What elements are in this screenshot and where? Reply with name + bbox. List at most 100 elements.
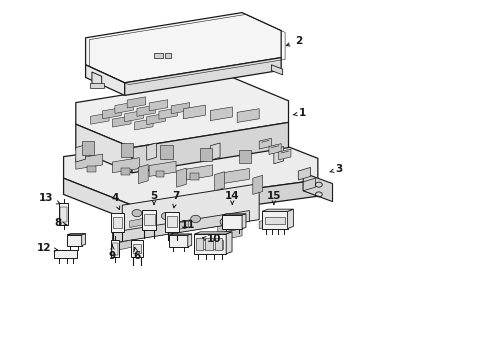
- Polygon shape: [85, 65, 124, 95]
- Polygon shape: [146, 143, 156, 160]
- Polygon shape: [169, 234, 191, 235]
- Polygon shape: [112, 116, 131, 127]
- Polygon shape: [129, 218, 144, 228]
- Polygon shape: [134, 119, 153, 130]
- Polygon shape: [133, 244, 141, 253]
- Polygon shape: [132, 122, 288, 173]
- Polygon shape: [111, 213, 123, 232]
- Polygon shape: [167, 216, 177, 227]
- Polygon shape: [194, 234, 225, 254]
- Polygon shape: [149, 161, 176, 176]
- Polygon shape: [127, 97, 145, 108]
- Polygon shape: [113, 217, 122, 228]
- Polygon shape: [76, 145, 85, 162]
- Polygon shape: [76, 77, 288, 148]
- Polygon shape: [146, 113, 165, 125]
- Text: 7: 7: [172, 191, 180, 208]
- Circle shape: [161, 212, 171, 220]
- Text: 14: 14: [224, 191, 239, 204]
- Bar: [195, 238, 203, 250]
- Text: 10: 10: [202, 234, 221, 244]
- Polygon shape: [262, 209, 293, 211]
- Text: 3: 3: [329, 164, 342, 174]
- Polygon shape: [131, 240, 143, 257]
- Polygon shape: [171, 234, 188, 245]
- Polygon shape: [76, 124, 132, 173]
- Text: 11: 11: [181, 220, 195, 230]
- Polygon shape: [242, 214, 245, 229]
- Polygon shape: [199, 148, 211, 161]
- Text: 12: 12: [37, 243, 58, 253]
- Polygon shape: [137, 105, 155, 116]
- Polygon shape: [225, 232, 232, 254]
- Polygon shape: [169, 235, 187, 247]
- Polygon shape: [262, 211, 287, 229]
- Polygon shape: [183, 105, 205, 119]
- Polygon shape: [102, 108, 121, 119]
- Polygon shape: [303, 173, 332, 202]
- Polygon shape: [149, 100, 167, 111]
- Polygon shape: [222, 168, 249, 184]
- Polygon shape: [259, 218, 276, 229]
- Text: 6: 6: [133, 247, 140, 261]
- Polygon shape: [117, 239, 134, 250]
- Polygon shape: [222, 214, 245, 215]
- Polygon shape: [76, 154, 102, 169]
- Polygon shape: [252, 175, 262, 194]
- Polygon shape: [110, 240, 119, 257]
- Polygon shape: [124, 58, 281, 95]
- Text: 1: 1: [292, 108, 305, 118]
- Polygon shape: [237, 109, 259, 122]
- Text: 8: 8: [54, 218, 67, 228]
- Polygon shape: [194, 232, 232, 234]
- Polygon shape: [138, 165, 148, 184]
- Polygon shape: [59, 203, 68, 225]
- Polygon shape: [210, 107, 232, 121]
- Text: 2: 2: [285, 36, 301, 46]
- Polygon shape: [92, 72, 102, 87]
- Circle shape: [132, 210, 142, 217]
- Polygon shape: [115, 102, 133, 113]
- Polygon shape: [189, 173, 198, 180]
- Bar: [90, 83, 104, 88]
- Polygon shape: [259, 138, 271, 149]
- Polygon shape: [176, 168, 186, 187]
- Text: 15: 15: [266, 191, 281, 204]
- Polygon shape: [303, 178, 315, 191]
- Polygon shape: [122, 184, 259, 241]
- Polygon shape: [54, 250, 77, 258]
- Bar: [215, 238, 222, 250]
- Polygon shape: [63, 131, 317, 205]
- Bar: [197, 240, 223, 249]
- Polygon shape: [87, 166, 96, 172]
- Polygon shape: [63, 178, 132, 221]
- Polygon shape: [121, 168, 130, 175]
- Circle shape: [190, 215, 200, 222]
- Polygon shape: [173, 221, 188, 230]
- Polygon shape: [124, 111, 143, 122]
- Polygon shape: [273, 147, 283, 164]
- Polygon shape: [60, 207, 67, 222]
- Polygon shape: [85, 13, 281, 83]
- Polygon shape: [165, 212, 179, 232]
- Polygon shape: [222, 215, 242, 229]
- Polygon shape: [268, 144, 281, 154]
- Circle shape: [220, 218, 229, 225]
- Polygon shape: [159, 108, 177, 119]
- Polygon shape: [298, 167, 310, 180]
- Polygon shape: [81, 234, 85, 246]
- Polygon shape: [271, 65, 282, 75]
- Polygon shape: [224, 229, 242, 239]
- Polygon shape: [67, 234, 85, 235]
- Polygon shape: [132, 180, 317, 221]
- Polygon shape: [238, 150, 250, 163]
- Bar: [154, 53, 163, 58]
- Text: 4: 4: [111, 193, 120, 210]
- Polygon shape: [287, 209, 293, 229]
- Polygon shape: [67, 235, 81, 246]
- Polygon shape: [214, 172, 224, 191]
- Polygon shape: [121, 143, 133, 157]
- Bar: [165, 53, 171, 58]
- Polygon shape: [82, 141, 94, 155]
- Polygon shape: [217, 224, 232, 233]
